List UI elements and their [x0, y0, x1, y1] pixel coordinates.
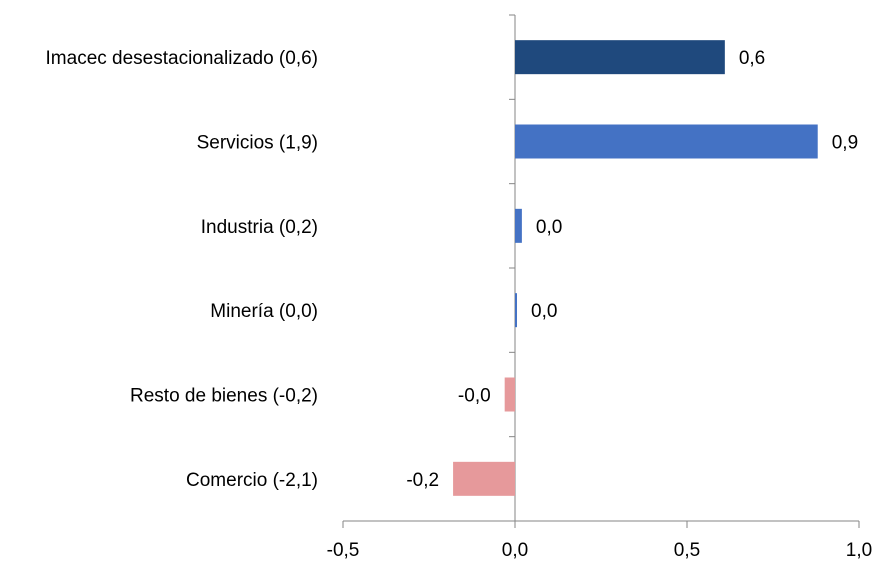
bar [515, 293, 517, 328]
data-label: 0,6 [739, 48, 765, 69]
data-label: -0,0 [458, 386, 491, 407]
chart-labels: -0,5 0,0 0,5 1,0 Imacec desestacionalizado (… [46, 48, 873, 561]
bar [515, 40, 725, 75]
x-tick-label: 0,5 [674, 540, 700, 561]
category-label: Imacec desestacionalizado (0,6) [46, 48, 318, 69]
x-tick-label: 0,0 [502, 540, 528, 561]
data-label: 0,9 [832, 133, 858, 154]
chart-axes [342, 14, 860, 528]
bar [453, 461, 515, 496]
category-label: Comercio (-2,1) [186, 470, 318, 491]
x-tick-label: 1,0 [846, 540, 872, 561]
chart-bars [453, 40, 818, 496]
category-label: Minería (0,0) [210, 301, 318, 322]
bar [504, 377, 515, 412]
category-label: Servicios (1,9) [197, 133, 318, 154]
x-tick-label: -0,5 [327, 540, 360, 561]
bar [515, 208, 522, 243]
category-label: Industria (0,2) [201, 217, 318, 238]
data-label: 0,0 [536, 217, 562, 238]
category-label: Resto de bienes (-0,2) [130, 386, 318, 407]
data-label: -0,2 [406, 470, 439, 491]
data-label: 0,0 [531, 301, 557, 322]
bar [515, 124, 818, 159]
